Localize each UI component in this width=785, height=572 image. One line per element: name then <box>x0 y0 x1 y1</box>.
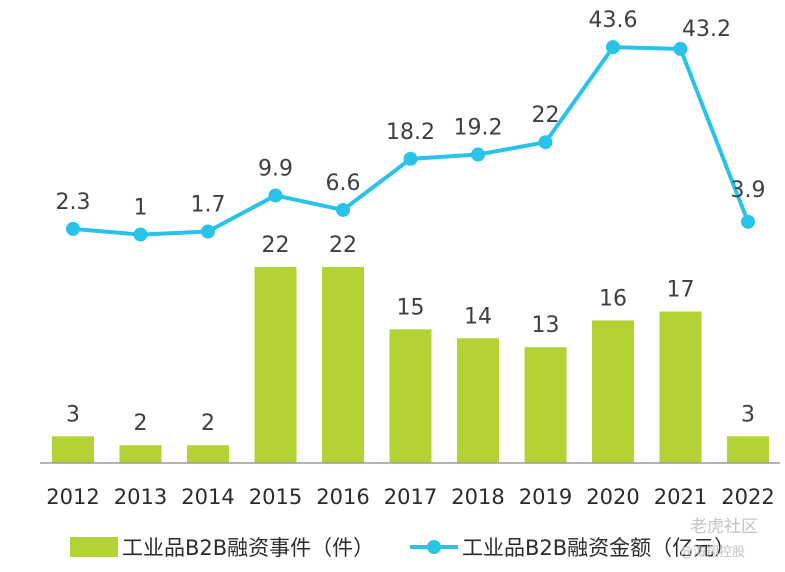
point-2018 <box>471 147 485 162</box>
bar-2017 <box>389 329 432 463</box>
point-label-2018: 19.2 <box>454 116 503 141</box>
x-tick-2017: 2017 <box>384 485 437 509</box>
line-value-labels: 2.3 1 1.7 9.9 6.6 18.2 19.2 22 43.6 43.2 3.9 <box>56 8 766 220</box>
point-2013 <box>133 227 148 242</box>
bar-2014 <box>187 445 229 463</box>
point-2016 <box>336 202 350 217</box>
bar-2019 <box>524 347 567 463</box>
bar-2013 <box>119 445 162 463</box>
point-label-2016: 6.6 <box>326 171 361 196</box>
point-2022 <box>741 214 755 229</box>
x-tick-2020: 2020 <box>586 485 639 509</box>
x-tick-2016: 2016 <box>316 485 369 509</box>
point-2019 <box>538 135 553 150</box>
line-series <box>66 40 755 242</box>
watermark-line1: 老虎社区 <box>690 517 758 537</box>
x-tick-labels: 2012 2013 2014 2015 2016 2017 2018 2019 2020 2021… <box>46 485 774 509</box>
watermark: 老虎社区 @海翔控股 <box>680 517 758 560</box>
bar-label-2017: 15 <box>397 295 425 320</box>
legend-bar-label: 工业品B2B融资事件（件） <box>122 536 374 560</box>
legend-line-label: 工业品B2B融资金额（亿元） <box>462 536 735 560</box>
bar-label-2012: 3 <box>66 402 80 427</box>
x-tick-2019: 2019 <box>519 485 572 509</box>
legend: 工业品B2B融资事件（件） 工业品B2B融资金额（亿元） <box>70 536 735 560</box>
point-label-2021: 43.2 <box>682 17 731 42</box>
bar-2015 <box>254 266 297 463</box>
point-label-2012: 2.3 <box>56 190 91 215</box>
point-2012 <box>66 221 80 236</box>
bar-label-2019: 13 <box>532 313 560 338</box>
x-tick-2014: 2014 <box>181 485 234 509</box>
legend-line-marker <box>427 540 441 554</box>
bar-label-2020: 16 <box>599 286 627 311</box>
bar-label-2014: 2 <box>201 411 215 436</box>
point-2020 <box>606 40 620 55</box>
x-tick-2015: 2015 <box>249 485 302 509</box>
point-2017 <box>403 151 418 166</box>
x-tick-2012: 2012 <box>46 485 99 509</box>
point-2021 <box>673 41 688 56</box>
point-label-2014: 1.7 <box>191 193 226 218</box>
watermark-line2: @海翔控股 <box>680 545 745 560</box>
bar-label-2013: 2 <box>134 411 148 436</box>
point-2014 <box>201 224 215 239</box>
point-label-2022: 3.9 <box>731 178 766 203</box>
bar-2022 <box>727 436 769 463</box>
bar-2012 <box>52 436 94 463</box>
x-tick-2021: 2021 <box>654 485 707 509</box>
x-tick-2022: 2022 <box>721 485 774 509</box>
point-label-2020: 43.6 <box>589 8 638 33</box>
point-label-2019: 22 <box>532 103 560 128</box>
bar-2020 <box>592 320 634 463</box>
x-tick-2013: 2013 <box>114 485 167 509</box>
point-label-2013: 1 <box>134 196 148 221</box>
x-tick-2018: 2018 <box>451 485 504 509</box>
bar-2018 <box>457 338 499 463</box>
point-label-2015: 9.9 <box>258 156 293 181</box>
bar-label-2018: 14 <box>464 304 492 329</box>
legend-bar-swatch <box>70 537 118 557</box>
bar-2016 <box>322 266 364 463</box>
bar-label-2016: 22 <box>329 233 357 258</box>
point-label-2017: 18.2 <box>386 120 435 145</box>
bar-label-2022: 3 <box>741 402 755 427</box>
bar-2021 <box>659 311 702 463</box>
bar-series <box>52 266 769 463</box>
point-2015 <box>268 188 283 203</box>
bar-label-2015: 22 <box>262 233 290 258</box>
bar-label-2021: 17 <box>667 278 695 303</box>
